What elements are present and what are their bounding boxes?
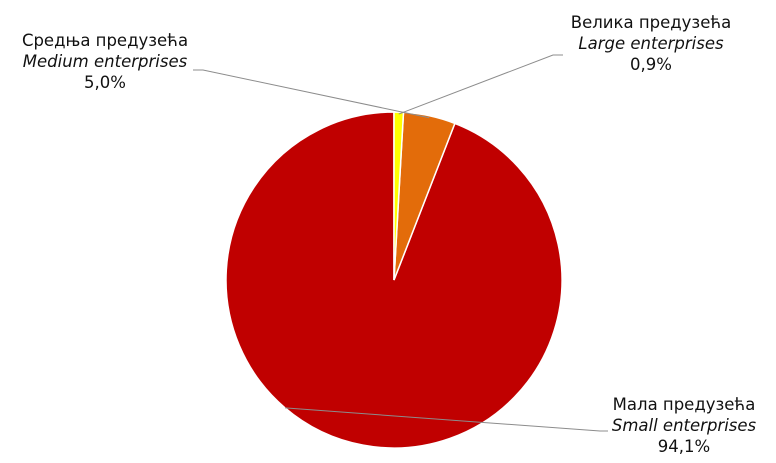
- leader-medium: [193, 69, 430, 119]
- label-large-enterprises: Велика предузећа Large enterprises 0,9%: [553, 12, 749, 75]
- label-small-value: 94,1%: [657, 437, 711, 456]
- label-medium-sr: Средња предузећа: [21, 31, 189, 50]
- label-small-sr: Мала предузећа: [612, 395, 756, 414]
- label-medium-en: Medium enterprises: [22, 52, 188, 71]
- label-large-sr: Велика предузећа: [570, 13, 732, 32]
- label-small-en: Small enterprises: [611, 416, 757, 435]
- leader-large: [398, 54, 563, 115]
- leader-lines: [193, 54, 608, 432]
- label-large-en: Large enterprises: [578, 34, 724, 53]
- label-medium-value: 5,0%: [84, 73, 126, 92]
- label-small-enterprises: Мала предузећа Small enterprises 94,1%: [592, 394, 776, 457]
- pie-slices: [225, 111, 563, 449]
- label-large-value: 0,9%: [630, 55, 672, 74]
- label-medium-enterprises: Средња предузећа Medium enterprises 5,0%: [7, 30, 203, 93]
- leader-small: [285, 407, 608, 432]
